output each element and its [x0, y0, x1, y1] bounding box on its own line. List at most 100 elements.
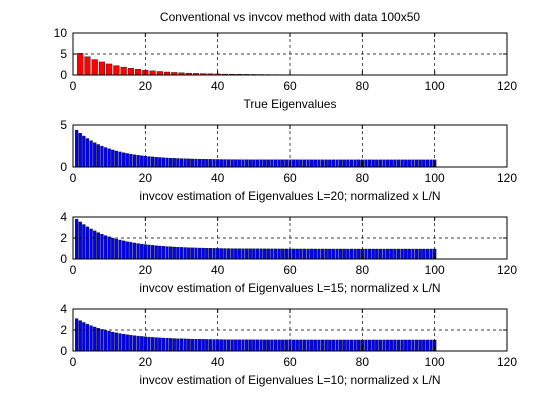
bar	[201, 339, 205, 352]
bar	[136, 243, 140, 260]
bar	[270, 159, 274, 168]
bar	[140, 155, 144, 168]
bar	[100, 329, 104, 352]
bar	[306, 339, 310, 352]
bar	[234, 159, 238, 168]
bar	[107, 236, 111, 260]
x-tick-label: 120	[497, 263, 517, 277]
bar	[82, 224, 86, 260]
bar	[205, 159, 209, 168]
bar	[129, 153, 133, 168]
y-tick-label: 0	[60, 252, 67, 266]
bar	[158, 245, 162, 260]
bar	[411, 248, 415, 260]
bar	[234, 339, 238, 352]
bar	[411, 159, 415, 168]
bar	[371, 248, 375, 260]
bar	[266, 339, 270, 352]
bar	[96, 328, 100, 352]
subplot-4: 0 20 40 60 80 100 120 0 2 4 invcov estimation of E…	[60, 302, 517, 387]
bar	[241, 159, 245, 168]
bar	[122, 333, 126, 352]
bar	[396, 248, 401, 260]
bar	[212, 159, 216, 168]
bar	[277, 248, 281, 260]
bar	[328, 248, 332, 260]
bar	[299, 248, 303, 260]
bar	[335, 248, 339, 260]
bar	[404, 339, 408, 352]
bar	[310, 159, 314, 168]
bar	[273, 159, 278, 168]
bar	[237, 248, 241, 260]
bar	[147, 336, 151, 352]
bar	[122, 152, 126, 168]
bar	[425, 159, 430, 168]
bar	[244, 248, 249, 260]
bar	[320, 159, 325, 168]
bar	[111, 149, 115, 168]
bar	[320, 248, 325, 260]
bar	[223, 248, 227, 260]
bar	[418, 248, 422, 260]
bar	[255, 159, 260, 168]
bar	[74, 318, 79, 352]
bar	[252, 159, 256, 168]
bar	[284, 248, 289, 260]
x-tick-label: 60	[283, 263, 297, 277]
bar	[364, 339, 368, 352]
bar	[335, 159, 339, 168]
bar	[291, 248, 296, 260]
y-tick-label: 10	[54, 26, 68, 40]
bar	[85, 226, 90, 260]
bar	[244, 339, 249, 352]
bar	[140, 243, 144, 260]
bar	[349, 159, 354, 168]
bar	[114, 332, 119, 352]
bar	[132, 335, 137, 352]
bar	[129, 335, 133, 352]
x-tick-label: 100	[425, 171, 445, 185]
x-tick-label: 40	[211, 171, 225, 185]
bar	[364, 159, 368, 168]
bar	[103, 147, 108, 168]
bar	[172, 338, 176, 352]
bar	[346, 339, 350, 352]
bar	[382, 339, 386, 352]
bar	[205, 248, 209, 260]
bar	[176, 338, 180, 352]
bar	[378, 339, 383, 352]
bar	[382, 248, 386, 260]
bar	[201, 247, 205, 260]
bar	[89, 325, 93, 352]
bar	[212, 339, 216, 352]
bar	[114, 238, 119, 260]
bar	[328, 339, 332, 352]
x-tick-label: 80	[356, 263, 370, 277]
bar	[270, 248, 274, 260]
bar	[147, 156, 151, 168]
x-tick-label: 20	[139, 263, 153, 277]
bar	[89, 140, 93, 168]
bar	[367, 248, 372, 260]
bar	[84, 56, 91, 76]
bar	[149, 70, 156, 76]
bar	[342, 248, 346, 260]
bar	[389, 159, 393, 168]
bar	[425, 339, 430, 352]
bar	[371, 339, 375, 352]
bar	[129, 242, 133, 260]
bar	[154, 337, 158, 352]
bar	[339, 159, 343, 168]
bar	[273, 248, 278, 260]
bar	[190, 247, 194, 260]
x-tick-label: 80	[356, 171, 370, 185]
bar	[389, 339, 393, 352]
bar	[85, 138, 90, 168]
bar	[422, 159, 426, 168]
bar	[208, 339, 213, 352]
bar	[226, 248, 231, 260]
bar	[266, 159, 270, 168]
bar	[91, 59, 98, 76]
